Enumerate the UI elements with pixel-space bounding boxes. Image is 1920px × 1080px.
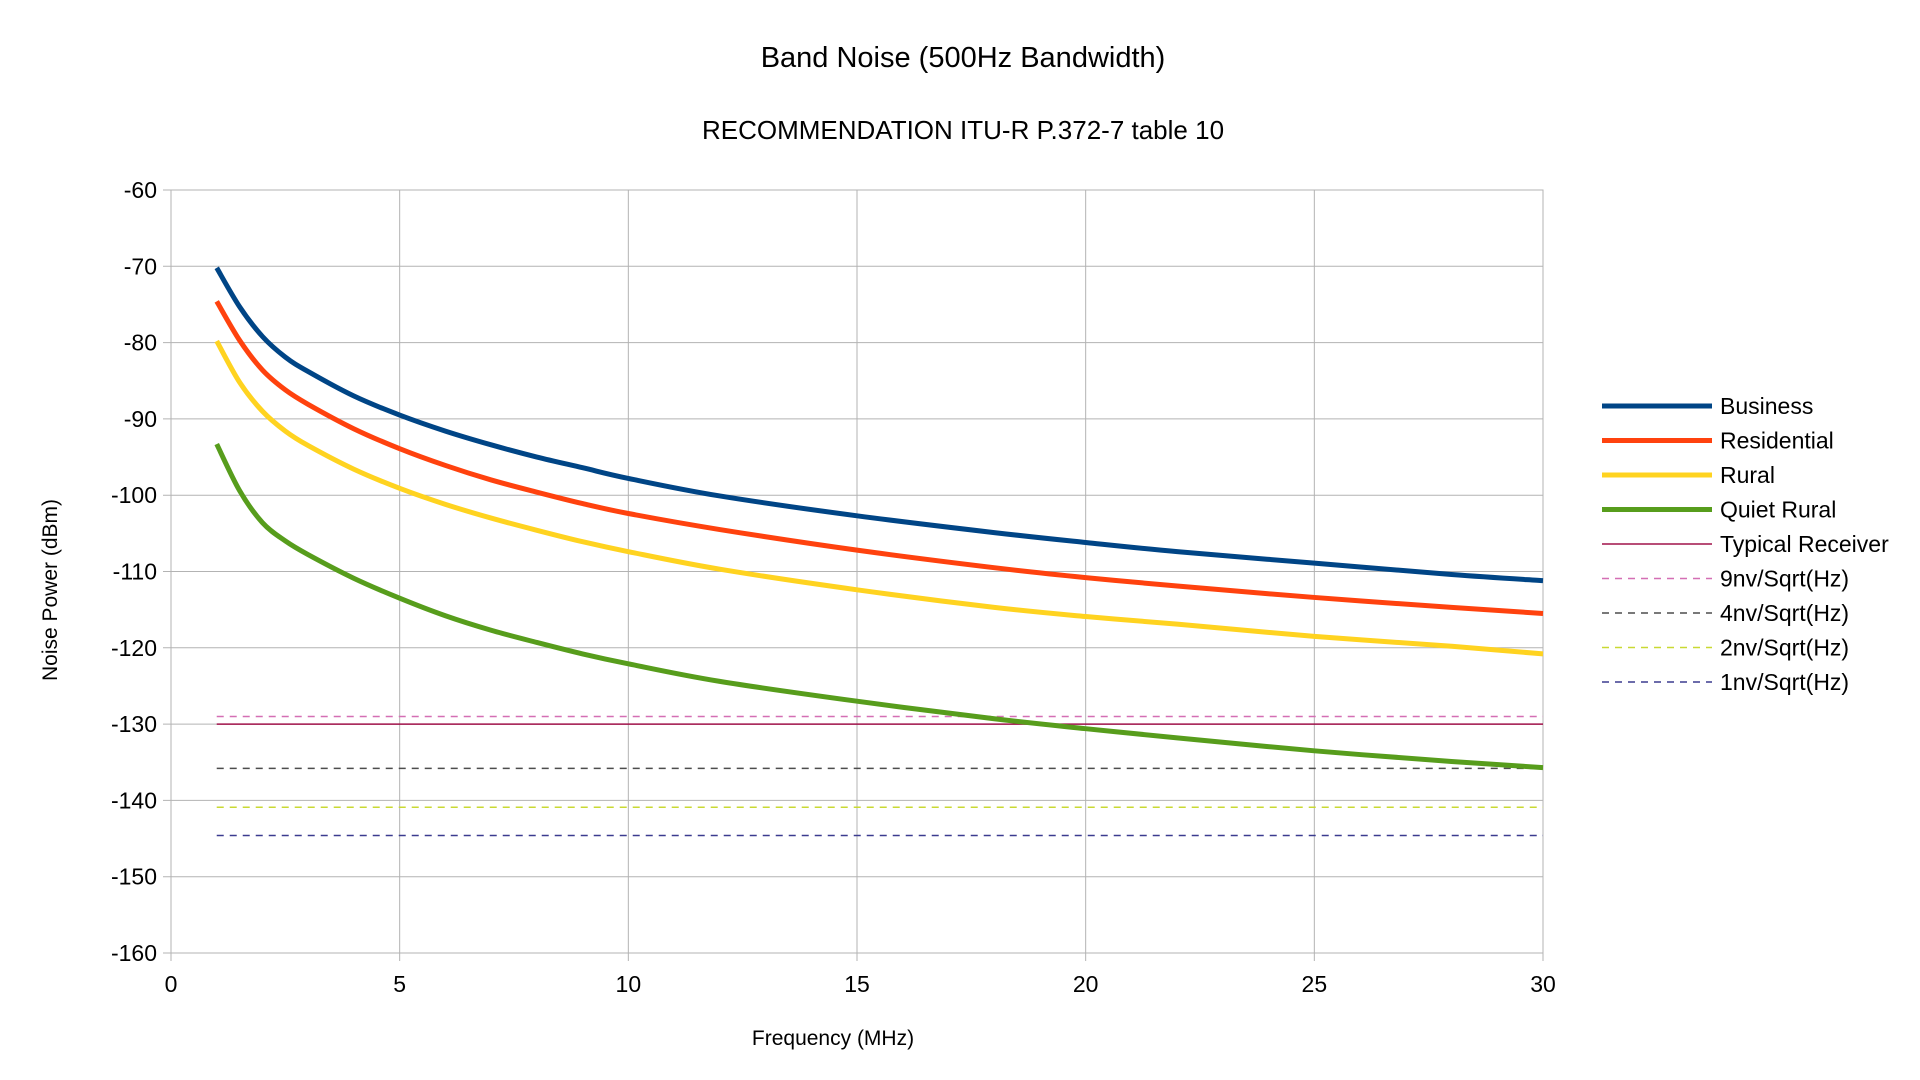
x-tick-label: 20 [1073, 971, 1099, 997]
series-line-rural [214, 339, 1544, 657]
x-tick-label: 15 [844, 971, 870, 997]
y-tick-label: -150 [111, 864, 157, 890]
legend-label: Rural [1720, 462, 1775, 488]
y-tick-label: -90 [124, 406, 157, 432]
y-tick-label: -140 [111, 787, 157, 813]
y-tick-label: -70 [124, 253, 157, 279]
y-tick-label: -110 [113, 559, 157, 585]
y-axis-label: Noise Power (dBm) [39, 499, 62, 681]
legend-label: 2nv/Sqrt(Hz) [1720, 635, 1849, 661]
series-line-business [214, 266, 1544, 584]
chart-title: Band Noise (500Hz Bandwidth) [761, 42, 1166, 74]
y-axis-ticks: -60 -70 -80 -90 -100 -110 -120 -130 -140 -150 -160 [111, 177, 157, 966]
legend-label: 4nv/Sqrt(Hz) [1720, 600, 1849, 626]
x-axis-label: Frequency (MHz) [752, 1027, 914, 1050]
x-tick-label: 5 [393, 971, 406, 997]
chart-subtitle: RECOMMENDATION ITU-R P.372-7 table 10 [702, 115, 1224, 145]
y-tick-label: -160 [111, 940, 157, 966]
legend: Business Residential Rural Quiet Rural Typic… [1602, 393, 1889, 695]
plot-area [170, 189, 1544, 954]
legend-label: 9nv/Sqrt(Hz) [1720, 566, 1849, 592]
x-tick-label: 0 [165, 971, 178, 997]
legend-label: Business [1720, 393, 1813, 419]
plot-lines [214, 266, 1544, 837]
legend-label: Typical Receiver [1720, 531, 1889, 557]
x-axis-ticks: 0 5 10 15 20 25 30 [165, 971, 1556, 997]
y-tick-label: -120 [111, 635, 157, 661]
x-tick-label: 30 [1530, 971, 1556, 997]
y-tick-label: -60 [124, 177, 157, 203]
legend-label: Residential [1720, 428, 1834, 454]
y-tick-label: -80 [124, 330, 157, 356]
x-tick-label: 10 [616, 971, 642, 997]
series-line-residential [214, 300, 1544, 616]
x-tick-label: 25 [1302, 971, 1328, 997]
legend-label: 1nv/Sqrt(Hz) [1720, 669, 1849, 695]
y-tick-label: -130 [111, 711, 157, 737]
series-line-quiet-rural [214, 442, 1544, 771]
legend-label: Quiet Rural [1720, 497, 1836, 523]
y-tick-label: -100 [111, 482, 157, 508]
